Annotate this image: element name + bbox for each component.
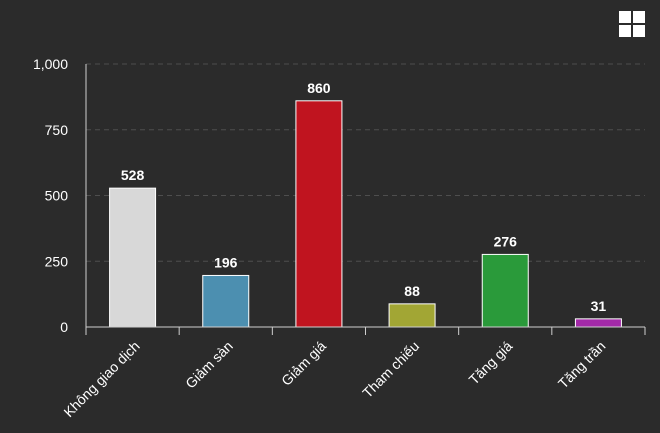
gridlines [86,63,645,262]
bar[interactable] [388,303,436,328]
grid-menu-icon[interactable] [618,10,646,38]
x-axis: Không giao dịch Giảm sàn Giảm giá Tham chiế… [60,326,646,420]
x-tick-label: Tham chiếu [359,338,422,401]
data-label: 196 [214,254,238,270]
data-label: 88 [404,283,420,299]
data-labels: 528 196 860 88 276 31 [121,80,607,314]
x-tick-label: Tăng giá [466,338,516,388]
bar[interactable] [202,274,250,328]
y-tick-label: 250 [45,253,69,269]
bar[interactable] [295,100,343,328]
bar[interactable] [109,187,157,328]
y-tick-label: 1,000 [33,56,68,72]
y-axis: 0 250 500 750 1,000 [33,56,87,335]
y-tick-label: 0 [60,319,68,335]
y-tick-label: 500 [45,188,69,204]
data-label: 276 [494,233,518,249]
x-tick-label: Giảm sàn [182,338,236,392]
y-tick-label: 750 [45,122,69,138]
data-label: 528 [121,167,145,183]
data-label: 860 [307,80,331,96]
x-tick-label: Giảm giá [278,338,329,389]
bar[interactable] [481,253,529,328]
data-label: 31 [591,298,607,314]
x-tick-label: Tăng trần [555,338,609,392]
bar[interactable] [574,318,622,328]
x-tick-label: Không giao dịch [60,338,142,420]
bars [109,100,622,328]
